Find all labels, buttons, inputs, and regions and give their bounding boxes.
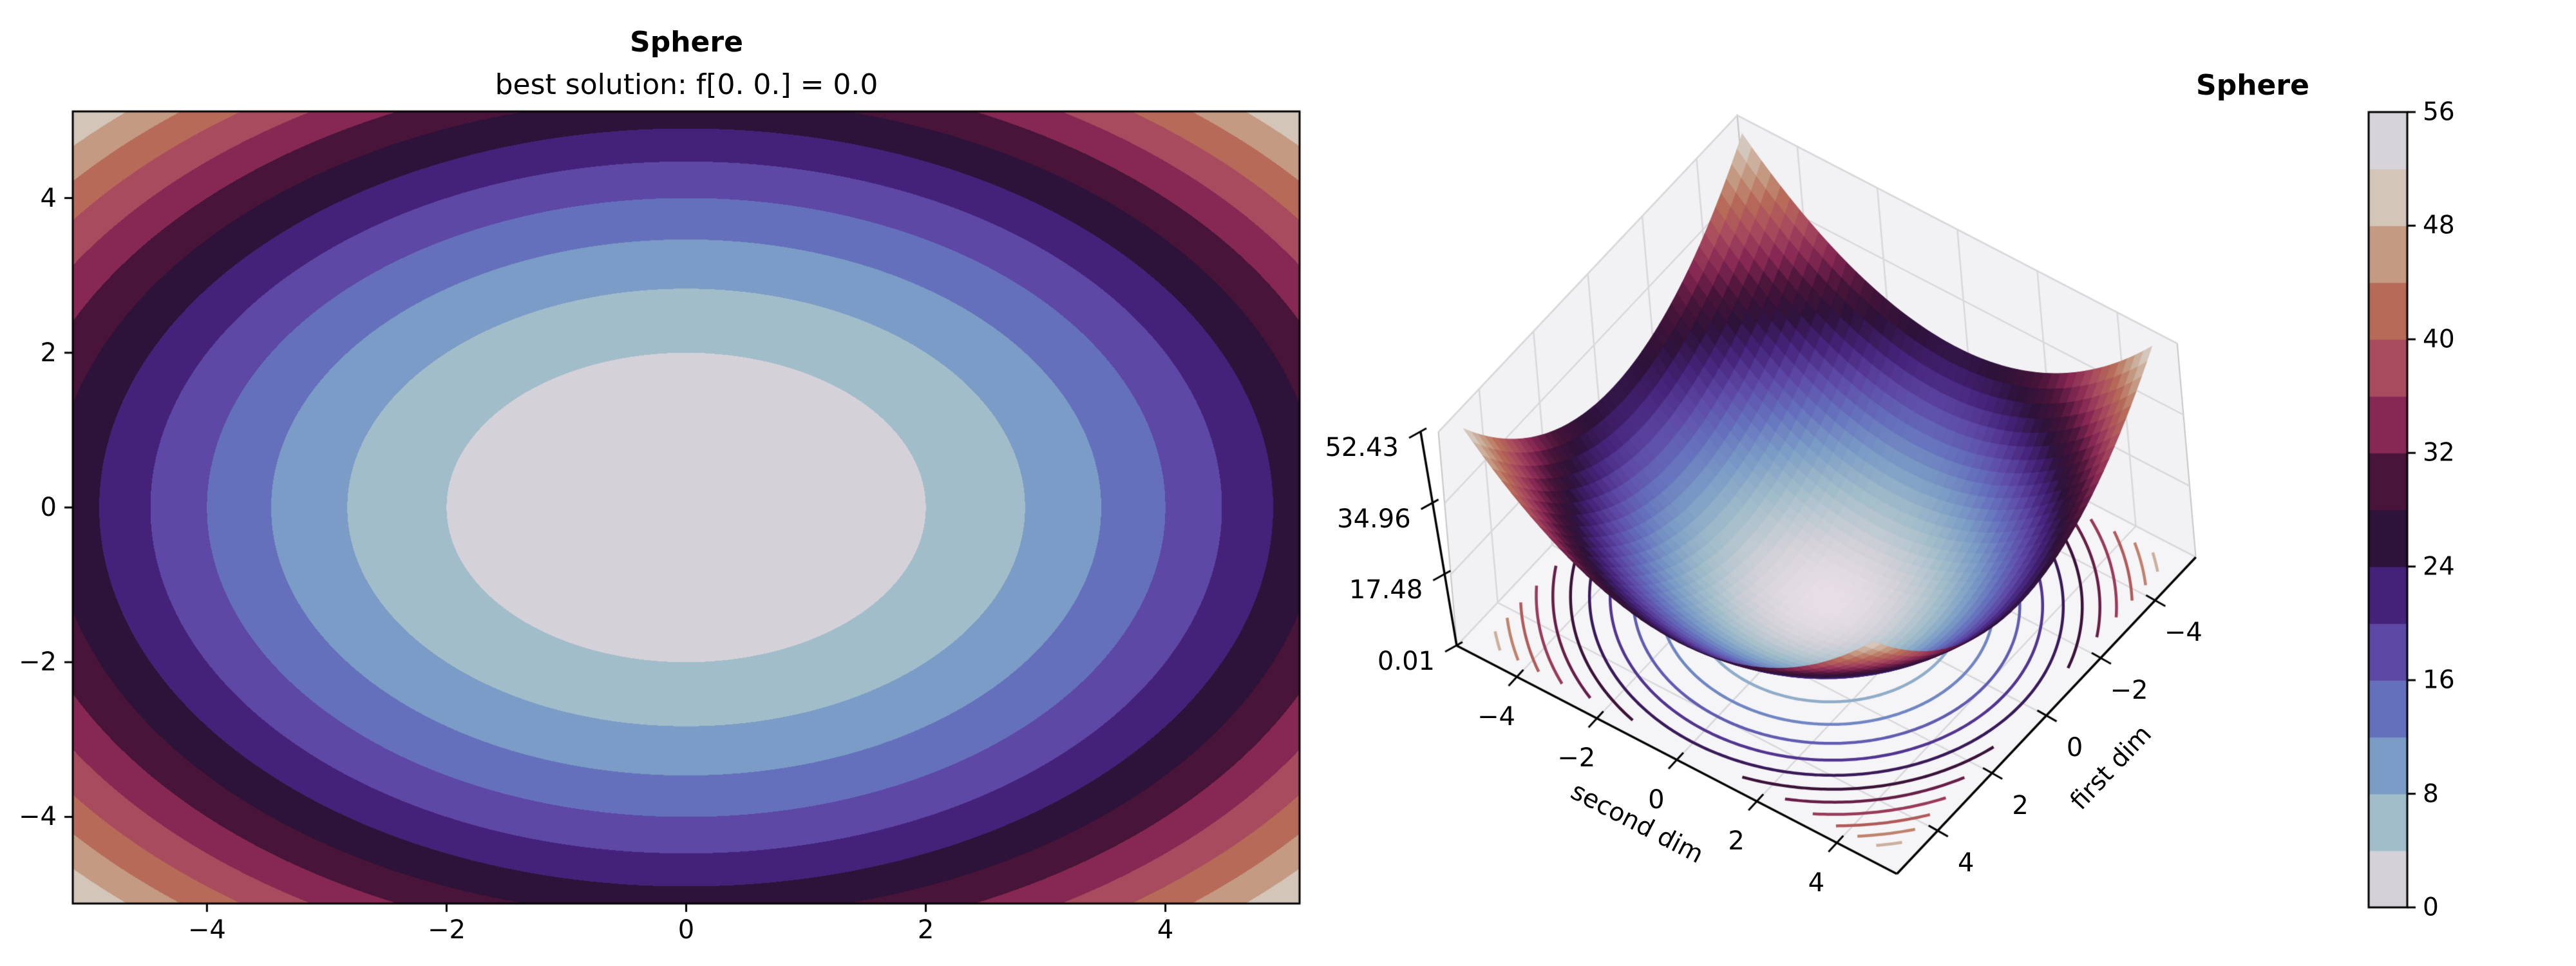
surface-xtick-label: −2 [2110,675,2148,705]
surface-ztick-label: 52.43 [1325,433,1399,462]
surface-xtick-label: 4 [1958,848,1975,878]
surface-xtick-label: 2 [2012,790,2029,820]
surface-ytick-label: 2 [1728,826,1745,857]
colorbar-tick-label: 0 [2423,893,2439,922]
colorbar-tick-label: 56 [2423,97,2455,127]
colorbar-tick-label: 24 [2423,552,2455,582]
contour-plot-title: Sphere [630,26,743,59]
contour-xtick-label: 4 [1157,915,1174,945]
surface-ztick-label: 34.96 [1337,504,1411,534]
colorbar-tick-label: 16 [2423,665,2455,695]
colorbar-tick-label: 48 [2423,211,2455,240]
colorbar-tick-label: 8 [2423,779,2439,809]
colorbar-tick-label: 32 [2423,438,2455,468]
contour-ytick-label: 0 [40,493,57,522]
contour-ytick-label: 4 [40,183,57,213]
surface-ytick-label: 4 [1808,867,1825,898]
contour-xtick-label: 2 [917,915,934,945]
surface-xtick-label: 0 [2066,733,2083,763]
contour-xtick-label: 0 [677,915,695,945]
contour-plot-subtitle: best solution: f[0. 0.] = 0.0 [495,68,878,101]
surface-plot-title: Sphere [2196,69,2309,102]
contour-ytick-label: −4 [19,802,57,832]
colorbar-tick-label: 40 [2423,325,2455,354]
contour-ytick-label: −2 [19,647,57,677]
surface-ytick-label: −4 [1477,702,1515,732]
surface-ztick-label: 0.01 [1377,646,1435,676]
contour-ytick-label: 2 [40,337,57,368]
surface-xtick-label: −4 [2164,618,2202,648]
contour-xtick-label: −4 [187,915,226,945]
surface-ytick-label: 0 [1648,784,1665,815]
contour-xtick-label: −2 [427,915,466,945]
surface-ytick-label: −2 [1557,743,1596,773]
surface-ztick-label: 17.48 [1349,575,1423,605]
